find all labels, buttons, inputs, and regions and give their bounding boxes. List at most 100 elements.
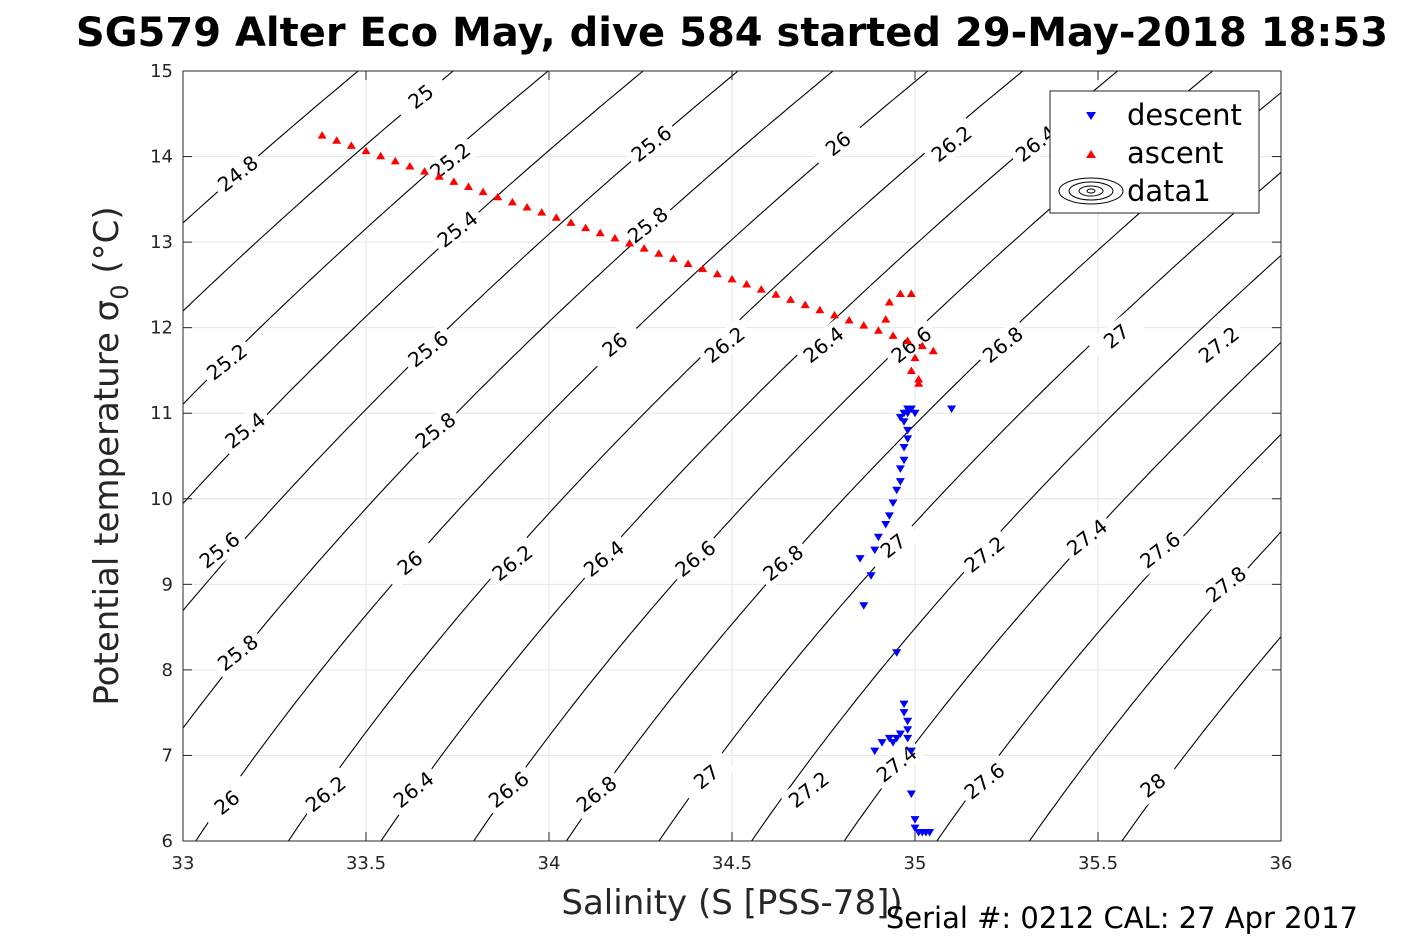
ascent-point (507, 197, 517, 206)
x-tick-label: 35.5 (1078, 853, 1118, 874)
ascent-point (581, 223, 591, 232)
y-axis-label-subscript: 0 (106, 284, 134, 299)
x-tick-label: 33.5 (346, 853, 386, 874)
ascent-point (712, 269, 722, 278)
ascent-point (928, 346, 938, 355)
contour-line-26 (195, 71, 929, 841)
ascent-point (786, 295, 796, 303)
serial-calibration-note: Serial #: 0212 CAL: 27 Apr 2017 (886, 901, 1358, 935)
ascent-point (881, 315, 891, 323)
contour-label-backdrop (384, 762, 443, 816)
descent-point (888, 739, 898, 747)
ascent-point (449, 177, 459, 185)
legend-data1-contour-icon (1058, 177, 1124, 205)
ascent-point (346, 141, 356, 149)
descent-point (895, 730, 905, 739)
contour-label-backdrop (808, 116, 867, 170)
descent-point (884, 512, 894, 520)
x-tick-label: 34 (538, 853, 561, 874)
contour-label-backdrop (1123, 758, 1182, 812)
y-tick-label: 9 (162, 574, 173, 595)
y-tick-label: 12 (150, 318, 173, 339)
descent-point (870, 747, 880, 756)
contour-line-27.6 (936, 433, 1281, 841)
ascent-point (566, 218, 576, 226)
x-tick-label: 34.5 (712, 853, 752, 874)
descent-point (892, 649, 902, 657)
ascent-point (683, 259, 693, 267)
y-tick-label: 15 (150, 61, 173, 82)
ascent-point (595, 228, 605, 237)
contour-line-26.2 (287, 71, 1024, 841)
contour-line-25.8 (183, 71, 834, 729)
descent-point (877, 739, 887, 747)
ascent-point (910, 353, 920, 362)
descent-point (914, 828, 924, 837)
descent-point (873, 533, 883, 542)
contour-line-27.2 (750, 254, 1281, 841)
descent-point (903, 717, 913, 726)
contour-line-25.4 (183, 71, 644, 505)
contour-label-backdrop (391, 69, 450, 123)
contour-label-backdrop (428, 202, 487, 256)
y-tick-label: 7 (162, 745, 173, 766)
contour-label-backdrop (585, 317, 644, 371)
descent-point (903, 409, 913, 418)
density-contours (183, 71, 1281, 841)
legend-data1-label: data1 (1127, 174, 1211, 208)
legend-box (1049, 90, 1260, 214)
ascent-point (420, 167, 430, 175)
descent-point (899, 418, 909, 426)
ascent-point (906, 289, 916, 297)
ascent-point (463, 182, 473, 190)
x-tick-label: 35 (904, 853, 927, 874)
descent-point (895, 414, 905, 422)
ascent-point (914, 375, 924, 383)
y-tick-label: 14 (150, 147, 173, 168)
descent-point (888, 499, 898, 508)
x-tick-label: 33 (172, 853, 195, 874)
descent-point (881, 520, 891, 529)
contour-label-backdrop (973, 317, 1032, 371)
contour-label-backdrop (574, 531, 633, 585)
ascent-point (884, 298, 894, 306)
ascent-point (332, 136, 342, 144)
descent-point (947, 405, 957, 413)
ascent-point (537, 208, 547, 216)
descent-point (855, 555, 865, 563)
contour-line-25.6 (183, 71, 739, 612)
ascent-point (493, 192, 503, 201)
legend-descent-marker (1086, 112, 1096, 120)
ascent-point (859, 321, 869, 329)
descent-point (910, 409, 920, 418)
ascent-point (914, 379, 924, 387)
ascent-point (917, 341, 927, 350)
contour-label-backdrop (483, 536, 542, 590)
contour-label-backdrop (753, 536, 812, 590)
ascent-point (376, 151, 386, 160)
descent-point (895, 465, 905, 473)
contour-label-backdrop (197, 775, 256, 829)
contour-label-backdrop (794, 317, 853, 371)
legend-ascent-label: ascent (1127, 136, 1223, 170)
contour-label-backdrop (197, 335, 256, 388)
ascent-point (903, 336, 913, 344)
ascent-point (478, 187, 488, 196)
descent-point (906, 405, 916, 413)
contour-label-backdrop (215, 403, 274, 457)
y-tick-label: 8 (162, 660, 173, 681)
descent-point (899, 456, 909, 465)
contour-label-backdrop (208, 625, 267, 679)
contour-label-backdrop (406, 403, 465, 457)
ascent-point (361, 146, 371, 155)
ascent-point (551, 213, 561, 221)
contour-label-backdrop (398, 322, 457, 376)
descent-point (903, 426, 913, 435)
contour-line-27.4 (843, 341, 1281, 841)
contour-label-backdrop (955, 754, 1014, 808)
ascent-point (888, 331, 898, 339)
ascent-point (434, 172, 444, 180)
descent-point (899, 443, 909, 452)
contour-label-backdrop (208, 146, 267, 200)
